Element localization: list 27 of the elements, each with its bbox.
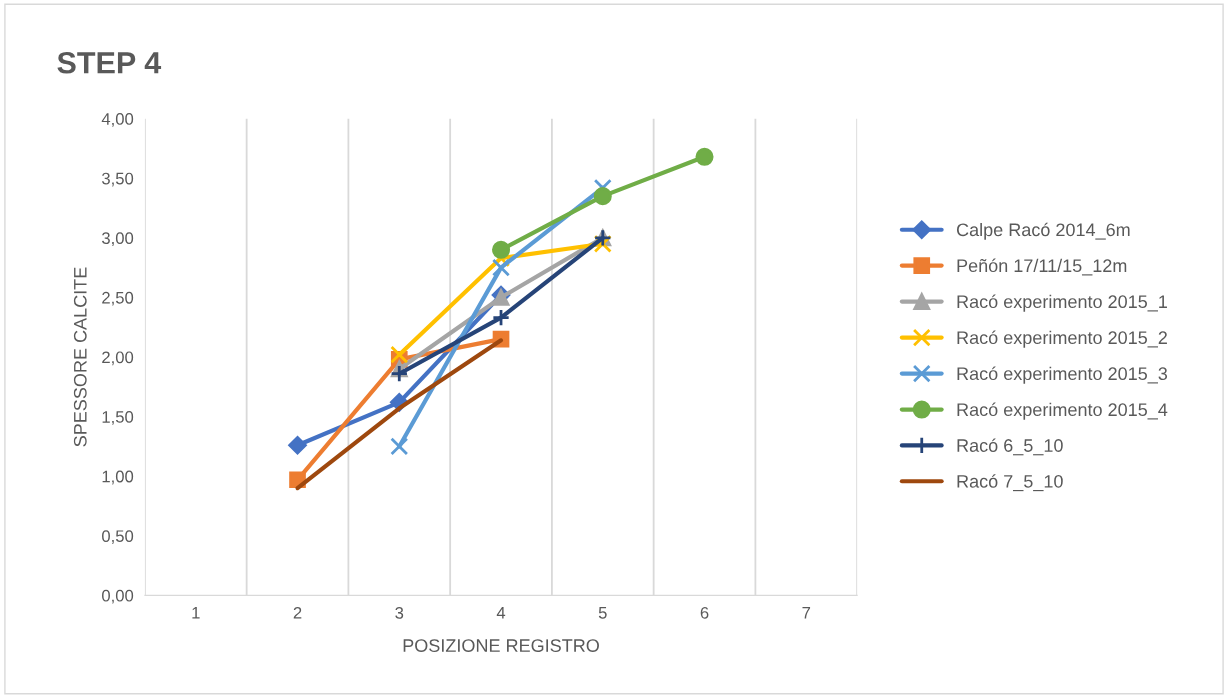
x-axis-title: POSIZIONE REGISTRO — [403, 639, 599, 652]
y-tick-label: 3,50 — [101, 172, 134, 187]
y-tick-label: 0,00 — [102, 589, 134, 604]
y-tick-label: 3,00 — [101, 232, 134, 247]
y-axis-title: SPESSORE CALCITE — [73, 267, 87, 447]
x-tick-label: 7 — [802, 607, 811, 619]
legend-label: Racó experimento 2015_4 — [957, 402, 1168, 420]
x-tick-label: 5 — [598, 607, 607, 619]
chart-title: STEP 4 — [57, 51, 162, 74]
legend-label: Racó experimento 2015_2 — [957, 330, 1167, 348]
x-tick-label: 4 — [496, 607, 506, 619]
y-tick-label: 2,00 — [102, 351, 134, 366]
legend-label: Racó 7_5_10 — [957, 474, 1063, 492]
legend-label: Racó experimento 2015_3 — [957, 366, 1168, 384]
x-tick-label: 2 — [293, 606, 302, 619]
y-tick-label: 0,50 — [102, 530, 134, 544]
x-tick-label: 6 — [700, 606, 709, 619]
y-tick-label: 1,00 — [102, 470, 134, 485]
y-tick-label: 1,50 — [102, 411, 134, 425]
legend-label: Calpe Racó 2014_6m — [956, 222, 1130, 240]
legend-label: Racó experimento 2015_1 — [957, 294, 1167, 312]
y-tick-label: 4,00 — [101, 113, 134, 127]
x-tick-label: 3 — [395, 606, 404, 619]
x-tick-label: 1 — [192, 607, 200, 619]
legend-label: Racó 6_5_10 — [957, 438, 1063, 456]
legend-label: Peñón 17/11/15_12m — [957, 258, 1127, 276]
y-tick-label: 2,50 — [102, 291, 134, 306]
